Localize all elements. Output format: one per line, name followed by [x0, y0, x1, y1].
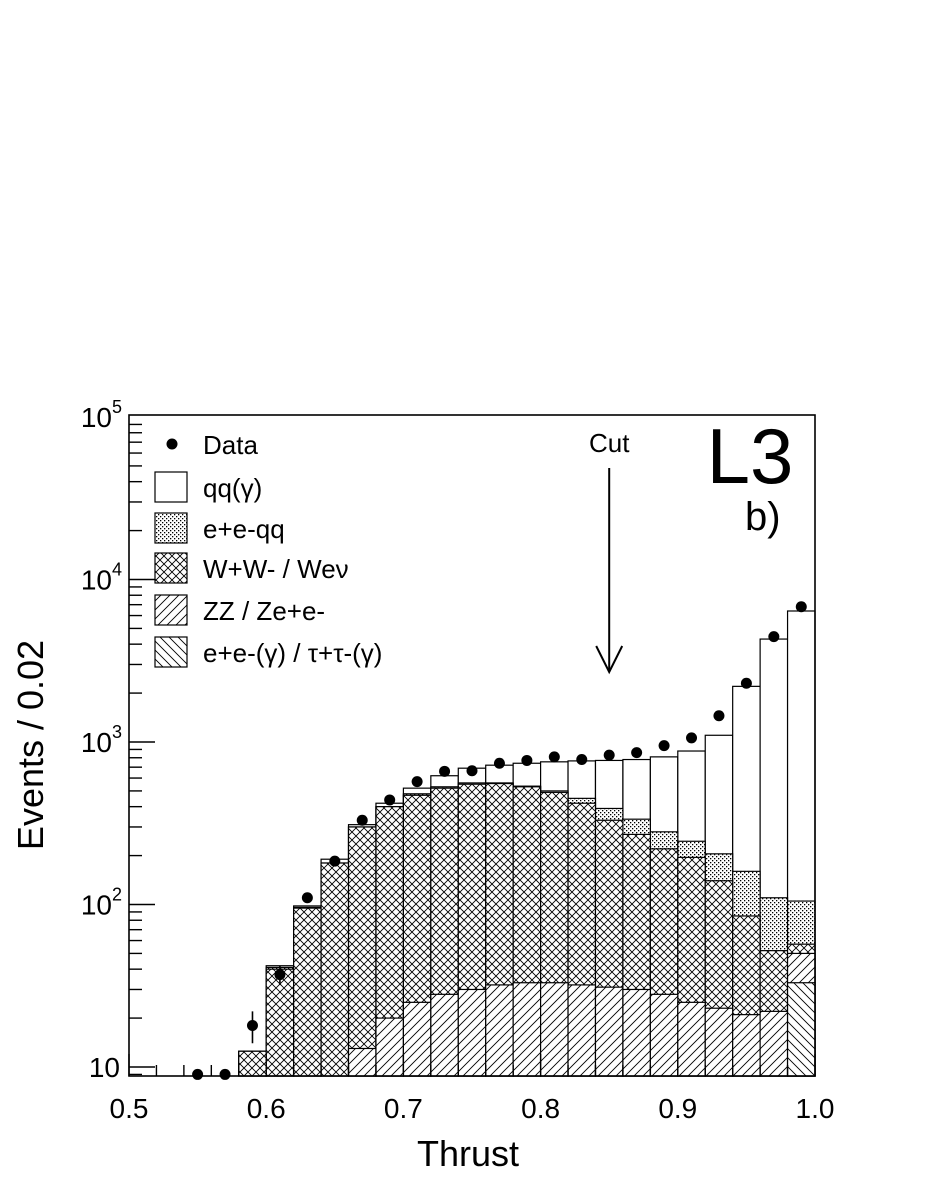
- x-tick-label: 0.7: [384, 1093, 423, 1124]
- data-point: [603, 749, 615, 761]
- bar-ww: [293, 907, 322, 1077]
- legend-data-marker: [166, 438, 178, 450]
- legend-label-zz: ZZ / Ze+e-: [203, 596, 325, 626]
- data-point: [356, 814, 368, 826]
- bar-zz: [485, 984, 514, 1077]
- bar-zz: [594, 986, 624, 1077]
- y-axis-title: Events / 0.02: [10, 640, 51, 850]
- data-point: [329, 855, 341, 867]
- cut-marker: Cut: [589, 428, 630, 675]
- data-point: [439, 765, 451, 777]
- bar-zz: [430, 993, 459, 1077]
- data-point: [686, 732, 698, 744]
- legend-label-ww: W+W- / Weν: [203, 554, 349, 584]
- bar-zz: [622, 988, 651, 1077]
- bar-ww: [320, 862, 350, 1077]
- y-tick-exponent: 3: [112, 722, 122, 742]
- bar-zz: [375, 1017, 404, 1077]
- legend-swatch-qq: [154, 471, 188, 503]
- data-point: [576, 754, 588, 766]
- x-tick-label: 0.9: [658, 1093, 697, 1124]
- plot-frame: [128, 414, 816, 1077]
- bar-zz: [677, 1001, 706, 1077]
- data-point: [192, 1068, 204, 1080]
- bar-zz: [567, 984, 597, 1077]
- data-point: [740, 677, 752, 689]
- legend-label-qq: qq(γ): [203, 473, 262, 503]
- data-point: [219, 1068, 231, 1080]
- x-tick-label: 0.8: [521, 1093, 560, 1124]
- bar-ll: [786, 982, 816, 1077]
- bar-zz: [539, 982, 569, 1077]
- y-tick-label: 10: [89, 1052, 120, 1083]
- legend-label-eeqq: e+e-qq: [203, 514, 285, 544]
- legend-label-data: Data: [203, 430, 258, 460]
- bar-ww: [347, 826, 377, 1077]
- histogram-stack: [238, 610, 816, 1077]
- data-point: [493, 757, 505, 769]
- bar-ww: [238, 1050, 267, 1077]
- x-tick-label: 0.5: [110, 1093, 149, 1124]
- data-point: [521, 754, 533, 766]
- y-tick-exponent: 2: [112, 885, 122, 905]
- data-point: [658, 740, 670, 752]
- bar-zz: [512, 982, 542, 1077]
- y-tick-label: 10: [81, 402, 112, 433]
- bar-ww: [265, 968, 295, 1077]
- legend-swatch-ll: [154, 636, 188, 668]
- bar-zz: [649, 993, 679, 1077]
- legend-swatch-ww: [154, 552, 188, 584]
- data-point: [274, 969, 286, 981]
- data-point: [548, 751, 560, 763]
- data-point: [301, 892, 313, 904]
- y-tick-exponent: 5: [112, 397, 122, 417]
- bar-zz: [347, 1047, 377, 1077]
- y-tick-label: 10: [81, 565, 112, 596]
- bar-zz: [759, 1010, 789, 1077]
- data-point: [466, 765, 478, 777]
- data-point: [411, 776, 423, 788]
- legend-label-ll: e+e-(γ) / τ+τ-(γ): [203, 638, 382, 668]
- legend: Data qq(γ) e+e-qq W+W- / Weν ZZ / Ze+e- …: [154, 430, 382, 668]
- data-point: [246, 1020, 258, 1032]
- data-point: [768, 631, 780, 643]
- legend-swatch-zz: [154, 594, 188, 626]
- x-tick-label: 1.0: [796, 1093, 835, 1124]
- data-point: [713, 710, 725, 722]
- legend-swatch-eeqq: [154, 512, 188, 544]
- x-tick-label: 0.6: [247, 1093, 286, 1124]
- cut-label: Cut: [589, 428, 630, 458]
- y-tick-exponent: 4: [112, 560, 122, 580]
- y-tick-label: 10: [81, 890, 112, 921]
- data-point: [795, 601, 807, 613]
- panel-label: b): [745, 495, 781, 539]
- x-axis-title: Thrust: [417, 1133, 519, 1174]
- bar-zz: [732, 1014, 761, 1077]
- data-point: [384, 794, 396, 806]
- bar-zz: [402, 1001, 432, 1077]
- bar-zz: [704, 1007, 734, 1077]
- data-point: [631, 747, 643, 759]
- cut-arrow-head: [595, 645, 624, 675]
- data-points: [192, 601, 807, 1080]
- y-tick-label: 10: [81, 727, 112, 758]
- experiment-label: L3: [707, 412, 794, 500]
- bar-zz: [457, 988, 487, 1077]
